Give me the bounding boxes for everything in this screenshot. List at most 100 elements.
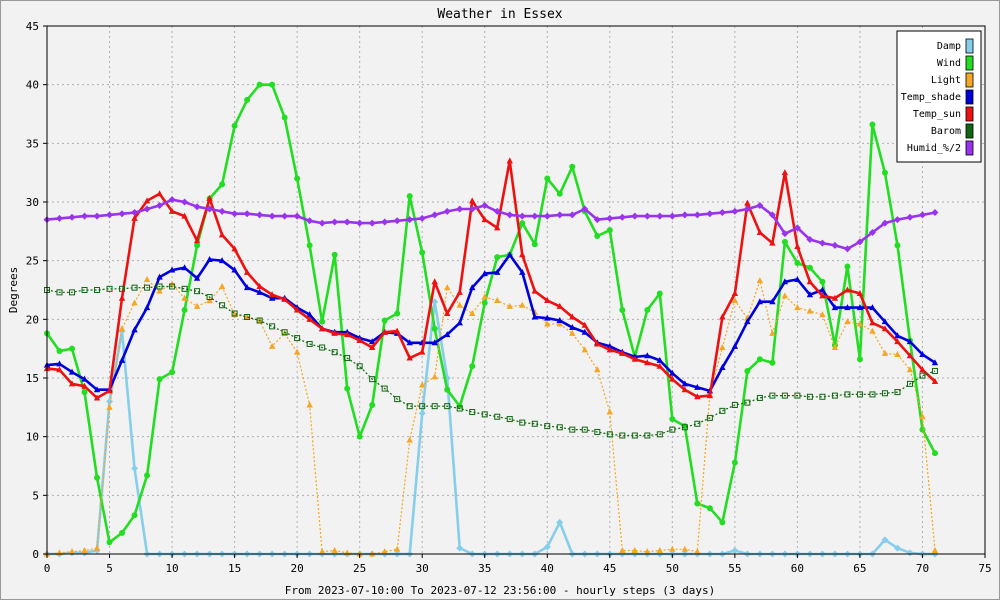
- data-point-humid-2: [181, 198, 189, 206]
- data-point-temp-sun: [581, 321, 588, 328]
- data-point-temp-sun: [744, 199, 751, 206]
- data-point-temp-sun: [118, 294, 126, 301]
- data-point-barom: [706, 414, 713, 421]
- data-point-light: [769, 329, 776, 336]
- data-point-barom: [69, 289, 76, 296]
- data-point-wind: [244, 96, 251, 103]
- data-point-humid-2: [481, 202, 489, 210]
- data-point-wind: [644, 306, 651, 313]
- data-point-light: [81, 546, 88, 553]
- data-point-temp-sun: [506, 157, 513, 164]
- data-point-barom: [194, 288, 201, 295]
- data-point-barom: [331, 349, 338, 356]
- data-point-temp-sun: [769, 239, 776, 246]
- data-point-light: [919, 413, 926, 420]
- data-point-barom: [394, 396, 401, 403]
- x-axis-label: From 2023-07-10:00 To 2023-07-12 23:56:0…: [285, 584, 715, 597]
- data-point-temp-sun: [931, 378, 939, 385]
- y-tick-label: 25: [26, 255, 39, 268]
- data-point-humid-2: [581, 205, 589, 213]
- data-point-temp-sun: [806, 278, 814, 285]
- data-point-humid-2: [243, 210, 251, 218]
- data-point-humid-2: [143, 205, 151, 213]
- data-point-barom: [894, 389, 901, 396]
- data-point-barom: [256, 317, 263, 324]
- data-point-barom: [806, 393, 813, 400]
- data-point-temp-shade: [856, 304, 864, 311]
- data-point-light: [506, 302, 513, 309]
- data-point-barom: [794, 392, 801, 399]
- data-point-temp-shade: [444, 331, 451, 338]
- data-point-wind: [719, 519, 726, 526]
- legend-swatch-damp: [965, 38, 974, 54]
- data-point-wind: [344, 385, 351, 392]
- data-point-wind: [606, 227, 613, 234]
- grid: [47, 26, 985, 554]
- series-light: [43, 275, 939, 557]
- data-point-light: [894, 351, 901, 358]
- data-point-wind: [131, 512, 138, 519]
- data-point-humid-2: [406, 216, 414, 224]
- data-point-wind: [356, 433, 363, 440]
- series-line-temp-sun: [46, 159, 936, 400]
- data-point-wind: [856, 356, 863, 363]
- data-point-barom: [906, 380, 913, 387]
- data-point-temp-sun: [569, 313, 576, 320]
- data-point-wind: [144, 472, 151, 479]
- data-point-temp-shade: [368, 338, 376, 345]
- data-point-light: [143, 275, 151, 282]
- x-tick-label: 35: [478, 562, 491, 575]
- data-point-barom: [519, 419, 526, 426]
- data-point-barom: [106, 285, 113, 292]
- series-temp-sun: [43, 157, 939, 401]
- data-point-light: [481, 293, 488, 300]
- data-point-temp-sun: [218, 231, 226, 238]
- data-point-temp-sun: [906, 352, 914, 359]
- data-point-wind: [919, 426, 926, 433]
- data-point-temp-sun: [93, 394, 101, 401]
- data-point-wind: [706, 505, 713, 512]
- data-point-wind: [794, 260, 801, 267]
- data-point-humid-2: [106, 211, 114, 219]
- data-point-barom: [544, 423, 551, 430]
- data-point-light: [293, 348, 301, 355]
- data-point-temp-shade: [494, 268, 501, 275]
- data-point-barom: [506, 416, 513, 423]
- data-point-humid-2: [906, 213, 914, 221]
- data-point-wind: [931, 450, 938, 457]
- data-point-humid-2: [831, 241, 839, 249]
- data-point-temp-shade: [143, 304, 151, 311]
- data-point-barom: [319, 344, 326, 351]
- data-point-light: [619, 546, 626, 553]
- data-point-wind: [306, 242, 313, 249]
- data-point-barom: [369, 376, 376, 383]
- data-point-light: [719, 343, 726, 350]
- data-point-humid-2: [493, 207, 501, 215]
- data-point-temp-shade: [819, 286, 826, 293]
- data-point-temp-sun: [881, 325, 889, 332]
- data-point-temp-shade: [931, 359, 939, 366]
- data-point-humid-2: [818, 239, 826, 247]
- data-point-barom: [169, 283, 176, 290]
- series-line-wind: [45, 83, 937, 544]
- data-point-wind: [194, 242, 201, 249]
- data-point-light: [694, 548, 701, 555]
- data-point-barom: [469, 409, 476, 416]
- data-point-humid-2: [618, 213, 626, 221]
- data-point-temp-shade: [243, 284, 251, 291]
- data-point-damp: [131, 464, 139, 472]
- data-point-temp-sun: [419, 348, 426, 355]
- data-point-temp-shade: [881, 318, 889, 325]
- data-point-humid-2: [131, 209, 139, 217]
- x-tick-label: 60: [791, 562, 804, 575]
- axis-ticks: 0 5 10 15 20 25 30 35 40 45 50 55 60 65 70 75 0 5 10 15 20 25…: [26, 20, 992, 575]
- data-point-barom: [694, 420, 701, 427]
- data-point-barom: [344, 355, 351, 362]
- data-point-humid-2: [918, 211, 926, 219]
- data-point-temp-shade: [406, 339, 413, 346]
- data-point-damp: [543, 543, 551, 551]
- data-point-humid-2: [443, 207, 451, 215]
- data-point-barom: [756, 394, 763, 401]
- data-point-humid-2: [793, 224, 801, 232]
- data-point-humid-2: [331, 218, 339, 226]
